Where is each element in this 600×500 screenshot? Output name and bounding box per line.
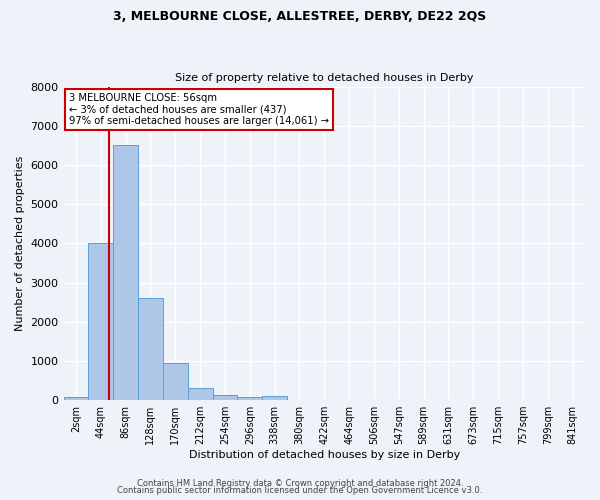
Title: Size of property relative to detached houses in Derby: Size of property relative to detached ho… <box>175 73 473 83</box>
Text: 3 MELBOURNE CLOSE: 56sqm
← 3% of detached houses are smaller (437)
97% of semi-d: 3 MELBOURNE CLOSE: 56sqm ← 3% of detache… <box>69 93 329 126</box>
Bar <box>88 244 113 400</box>
Text: Contains public sector information licensed under the Open Government Licence v3: Contains public sector information licen… <box>118 486 482 495</box>
Text: 3, MELBOURNE CLOSE, ALLESTREE, DERBY, DE22 2QS: 3, MELBOURNE CLOSE, ALLESTREE, DERBY, DE… <box>113 10 487 23</box>
Bar <box>138 298 163 400</box>
X-axis label: Distribution of detached houses by size in Derby: Distribution of detached houses by size … <box>188 450 460 460</box>
Bar <box>163 363 188 400</box>
Bar <box>212 395 238 400</box>
Bar <box>262 396 287 400</box>
Bar <box>188 388 212 400</box>
Y-axis label: Number of detached properties: Number of detached properties <box>15 156 25 331</box>
Text: Contains HM Land Registry data © Crown copyright and database right 2024.: Contains HM Land Registry data © Crown c… <box>137 478 463 488</box>
Bar <box>64 397 88 400</box>
Bar <box>113 146 138 400</box>
Bar <box>238 396 262 400</box>
